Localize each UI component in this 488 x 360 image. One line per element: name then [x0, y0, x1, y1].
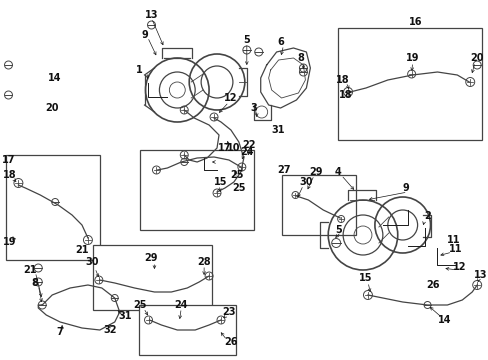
Text: 19: 19	[3, 237, 16, 247]
Text: 31: 31	[271, 125, 285, 135]
Text: 6: 6	[277, 37, 284, 47]
Text: 1: 1	[136, 65, 142, 75]
Text: 22: 22	[242, 140, 255, 150]
Bar	[338, 28, 481, 140]
Text: 7: 7	[57, 327, 63, 337]
Text: 9: 9	[141, 30, 147, 40]
Text: 19: 19	[405, 53, 419, 63]
Bar	[93, 245, 212, 310]
Text: 18: 18	[2, 170, 16, 180]
Text: 26: 26	[224, 337, 237, 347]
Text: 11: 11	[447, 244, 461, 254]
Text: 18: 18	[336, 75, 349, 85]
Text: 4: 4	[334, 167, 341, 177]
Text: 17: 17	[218, 143, 231, 153]
Text: 26: 26	[425, 280, 438, 290]
Text: 30: 30	[85, 257, 99, 267]
Text: 17: 17	[2, 155, 15, 165]
Text: 32: 32	[103, 325, 116, 335]
Text: 25: 25	[230, 170, 243, 180]
Text: 3: 3	[250, 103, 257, 113]
Text: 10: 10	[227, 143, 240, 153]
Text: 13: 13	[144, 10, 158, 20]
Text: 20: 20	[45, 103, 59, 113]
Text: 8: 8	[296, 53, 303, 63]
Text: 29: 29	[144, 253, 158, 263]
Text: 16: 16	[408, 17, 422, 27]
Text: 28: 28	[197, 257, 210, 267]
Text: 21: 21	[23, 265, 37, 275]
Text: 18: 18	[339, 90, 352, 100]
Text: 23: 23	[222, 307, 235, 317]
Text: 25: 25	[133, 300, 146, 310]
Text: 13: 13	[473, 270, 487, 280]
Bar	[138, 305, 235, 355]
Text: 27: 27	[276, 165, 290, 175]
Text: 29: 29	[309, 167, 323, 177]
Text: 15: 15	[359, 273, 372, 283]
Text: 9: 9	[402, 183, 408, 193]
Text: 2: 2	[423, 211, 430, 221]
Bar	[139, 150, 253, 230]
Bar	[5, 155, 100, 260]
Text: 5: 5	[334, 225, 341, 235]
Text: 30: 30	[299, 177, 312, 187]
Text: 15: 15	[214, 177, 227, 187]
Text: 24: 24	[240, 147, 253, 157]
Text: 25: 25	[232, 183, 245, 193]
Text: 5: 5	[243, 35, 250, 45]
Text: 14: 14	[48, 73, 62, 83]
Text: 12: 12	[224, 93, 237, 103]
Text: 11: 11	[446, 235, 459, 245]
Text: 21: 21	[75, 245, 88, 255]
Text: 20: 20	[469, 53, 483, 63]
Text: 14: 14	[437, 315, 450, 325]
Text: 31: 31	[118, 311, 131, 321]
Text: 24: 24	[174, 300, 188, 310]
Text: 8: 8	[32, 278, 39, 288]
Text: 12: 12	[451, 262, 465, 272]
Bar	[281, 175, 355, 235]
